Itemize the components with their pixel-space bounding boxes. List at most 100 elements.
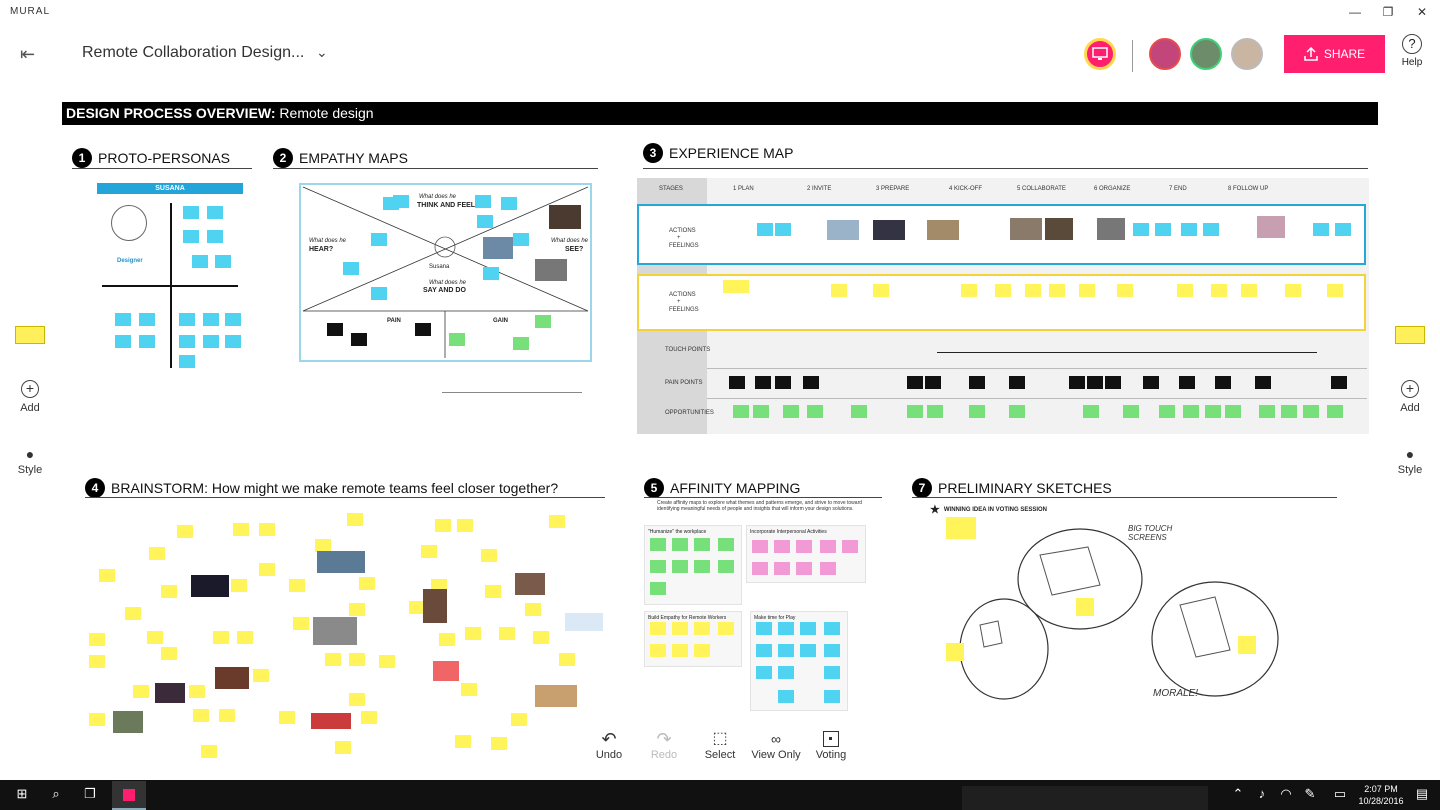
- empathy-map-card[interactable]: What does he THINK AND FEEL What does he…: [299, 183, 592, 362]
- sticky-note[interactable]: [89, 633, 105, 646]
- image-thumbnail[interactable]: [317, 551, 365, 573]
- volume-icon[interactable]: ♪: [1258, 786, 1266, 801]
- sticky-note[interactable]: [1009, 405, 1025, 418]
- sticky-note[interactable]: [1133, 223, 1149, 236]
- sticky-note[interactable]: [501, 197, 517, 210]
- sticky-note[interactable]: [225, 335, 241, 348]
- sticky-note[interactable]: [718, 560, 734, 573]
- sticky-note[interactable]: [1331, 376, 1347, 389]
- sticky-note[interactable]: [409, 601, 425, 614]
- style-tool-left[interactable]: ● Style: [10, 446, 50, 476]
- image-thumbnail[interactable]: [927, 220, 959, 240]
- image-thumbnail[interactable]: [1097, 218, 1125, 240]
- sticky-note[interactable]: [995, 284, 1011, 297]
- sticky-note[interactable]: [161, 585, 177, 598]
- sticky-note[interactable]: [718, 622, 734, 635]
- sticky-note[interactable]: [1105, 376, 1121, 389]
- undo-button[interactable]: ↶ Undo: [579, 729, 639, 761]
- sticky-note[interactable]: [803, 376, 819, 389]
- section-title-personas[interactable]: 1 PROTO-PERSONAS: [72, 148, 230, 168]
- sticky-note[interactable]: [694, 560, 710, 573]
- sticky-note[interactable]: [359, 577, 375, 590]
- notification-icon[interactable]: ▤: [1415, 786, 1429, 801]
- sticky-note[interactable]: [753, 405, 769, 418]
- sticky-note[interactable]: [1076, 598, 1094, 616]
- sticky-note[interactable]: [757, 223, 773, 236]
- sticky-note[interactable]: [729, 376, 745, 389]
- close-button[interactable]: ✕: [1416, 5, 1428, 19]
- avatar-user-3[interactable]: [1231, 38, 1263, 70]
- sticky-note[interactable]: [511, 713, 527, 726]
- sticky-note[interactable]: [1327, 284, 1343, 297]
- pen-icon[interactable]: ✎: [1304, 786, 1316, 801]
- sticky-note[interactable]: [491, 737, 507, 750]
- sticky-note[interactable]: [361, 711, 377, 724]
- sticky-note[interactable]: [1123, 405, 1139, 418]
- sticky-note[interactable]: [1303, 405, 1319, 418]
- sticky-note[interactable]: [139, 313, 155, 326]
- sticky-note[interactable]: [253, 669, 269, 682]
- sticky-note[interactable]: [1159, 405, 1175, 418]
- sticky-note[interactable]: [1238, 636, 1256, 654]
- sticky-note[interactable]: [549, 515, 565, 528]
- sticky-note[interactable]: [775, 223, 791, 236]
- sticky-note[interactable]: [481, 549, 497, 562]
- image-thumbnail[interactable]: [873, 220, 905, 240]
- sticky-note[interactable]: [1087, 376, 1103, 389]
- sticky-note[interactable]: [969, 376, 985, 389]
- sticky-note[interactable]: [233, 523, 249, 536]
- sticky-note[interactable]: [379, 655, 395, 668]
- sticky-note[interactable]: [335, 741, 351, 754]
- style-tool-right[interactable]: ● Style: [1390, 446, 1430, 476]
- sticky-note[interactable]: [219, 709, 235, 722]
- image-thumbnail[interactable]: [215, 667, 249, 689]
- sticky-note[interactable]: [139, 335, 155, 348]
- sticky-note[interactable]: [279, 711, 295, 724]
- sticky-note[interactable]: [800, 622, 816, 635]
- keyboard-icon[interactable]: ▭: [1333, 786, 1347, 801]
- actions-feelings-row-1[interactable]: ACTIONS + FEELINGS: [637, 204, 1366, 265]
- sticky-note[interactable]: [650, 538, 666, 551]
- sticky-note[interactable]: [351, 333, 367, 346]
- sticky-note[interactable]: [752, 562, 768, 575]
- sticky-note[interactable]: [672, 622, 688, 635]
- sticky-note[interactable]: [237, 631, 253, 644]
- sticky-note[interactable]: [1155, 223, 1171, 236]
- sticky-note[interactable]: [1203, 223, 1219, 236]
- sticky-note[interactable]: [650, 622, 666, 635]
- sticky-note[interactable]: [694, 644, 710, 657]
- sticky-note[interactable]: [1225, 405, 1241, 418]
- maximize-button[interactable]: ❐: [1382, 5, 1394, 19]
- section-title-sketches[interactable]: 7 PRELIMINARY SKETCHES: [912, 478, 1112, 498]
- sticky-note[interactable]: [1025, 284, 1041, 297]
- sticky-note[interactable]: [439, 633, 455, 646]
- sticky-note[interactable]: [455, 735, 471, 748]
- sticky-note[interactable]: [133, 685, 149, 698]
- sticky-note[interactable]: [513, 337, 529, 350]
- sticky-note[interactable]: [89, 655, 105, 668]
- sticky-note[interactable]: [1255, 376, 1271, 389]
- sticky-note[interactable]: [213, 631, 229, 644]
- sticky-note[interactable]: [449, 333, 465, 346]
- sticky-note[interactable]: [1215, 376, 1231, 389]
- image-thumbnail[interactable]: [1257, 216, 1285, 238]
- image-thumbnail[interactable]: [113, 711, 143, 733]
- sticky-note[interactable]: [477, 215, 493, 228]
- sticky-note[interactable]: [800, 644, 816, 657]
- section-title-empathy[interactable]: 2 EMPATHY MAPS: [273, 148, 408, 168]
- sticky-note[interactable]: [371, 287, 387, 300]
- wifi-icon[interactable]: ◠: [1280, 786, 1292, 801]
- sticky-note[interactable]: [1143, 376, 1159, 389]
- sticky-note[interactable]: [824, 622, 840, 635]
- sticky-note[interactable]: [1241, 284, 1257, 297]
- sticky-note[interactable]: [778, 622, 794, 635]
- sticky-note[interactable]: [179, 355, 195, 368]
- sticky-note[interactable]: [183, 206, 199, 219]
- sticky-note[interactable]: [201, 745, 217, 758]
- sticky-note[interactable]: [752, 540, 768, 553]
- sticky-note-tool-left[interactable]: [10, 326, 50, 344]
- sticky-note[interactable]: [179, 313, 195, 326]
- sticky-note[interactable]: [824, 690, 840, 703]
- sticky-note[interactable]: [533, 631, 549, 644]
- sticky-note[interactable]: [147, 631, 163, 644]
